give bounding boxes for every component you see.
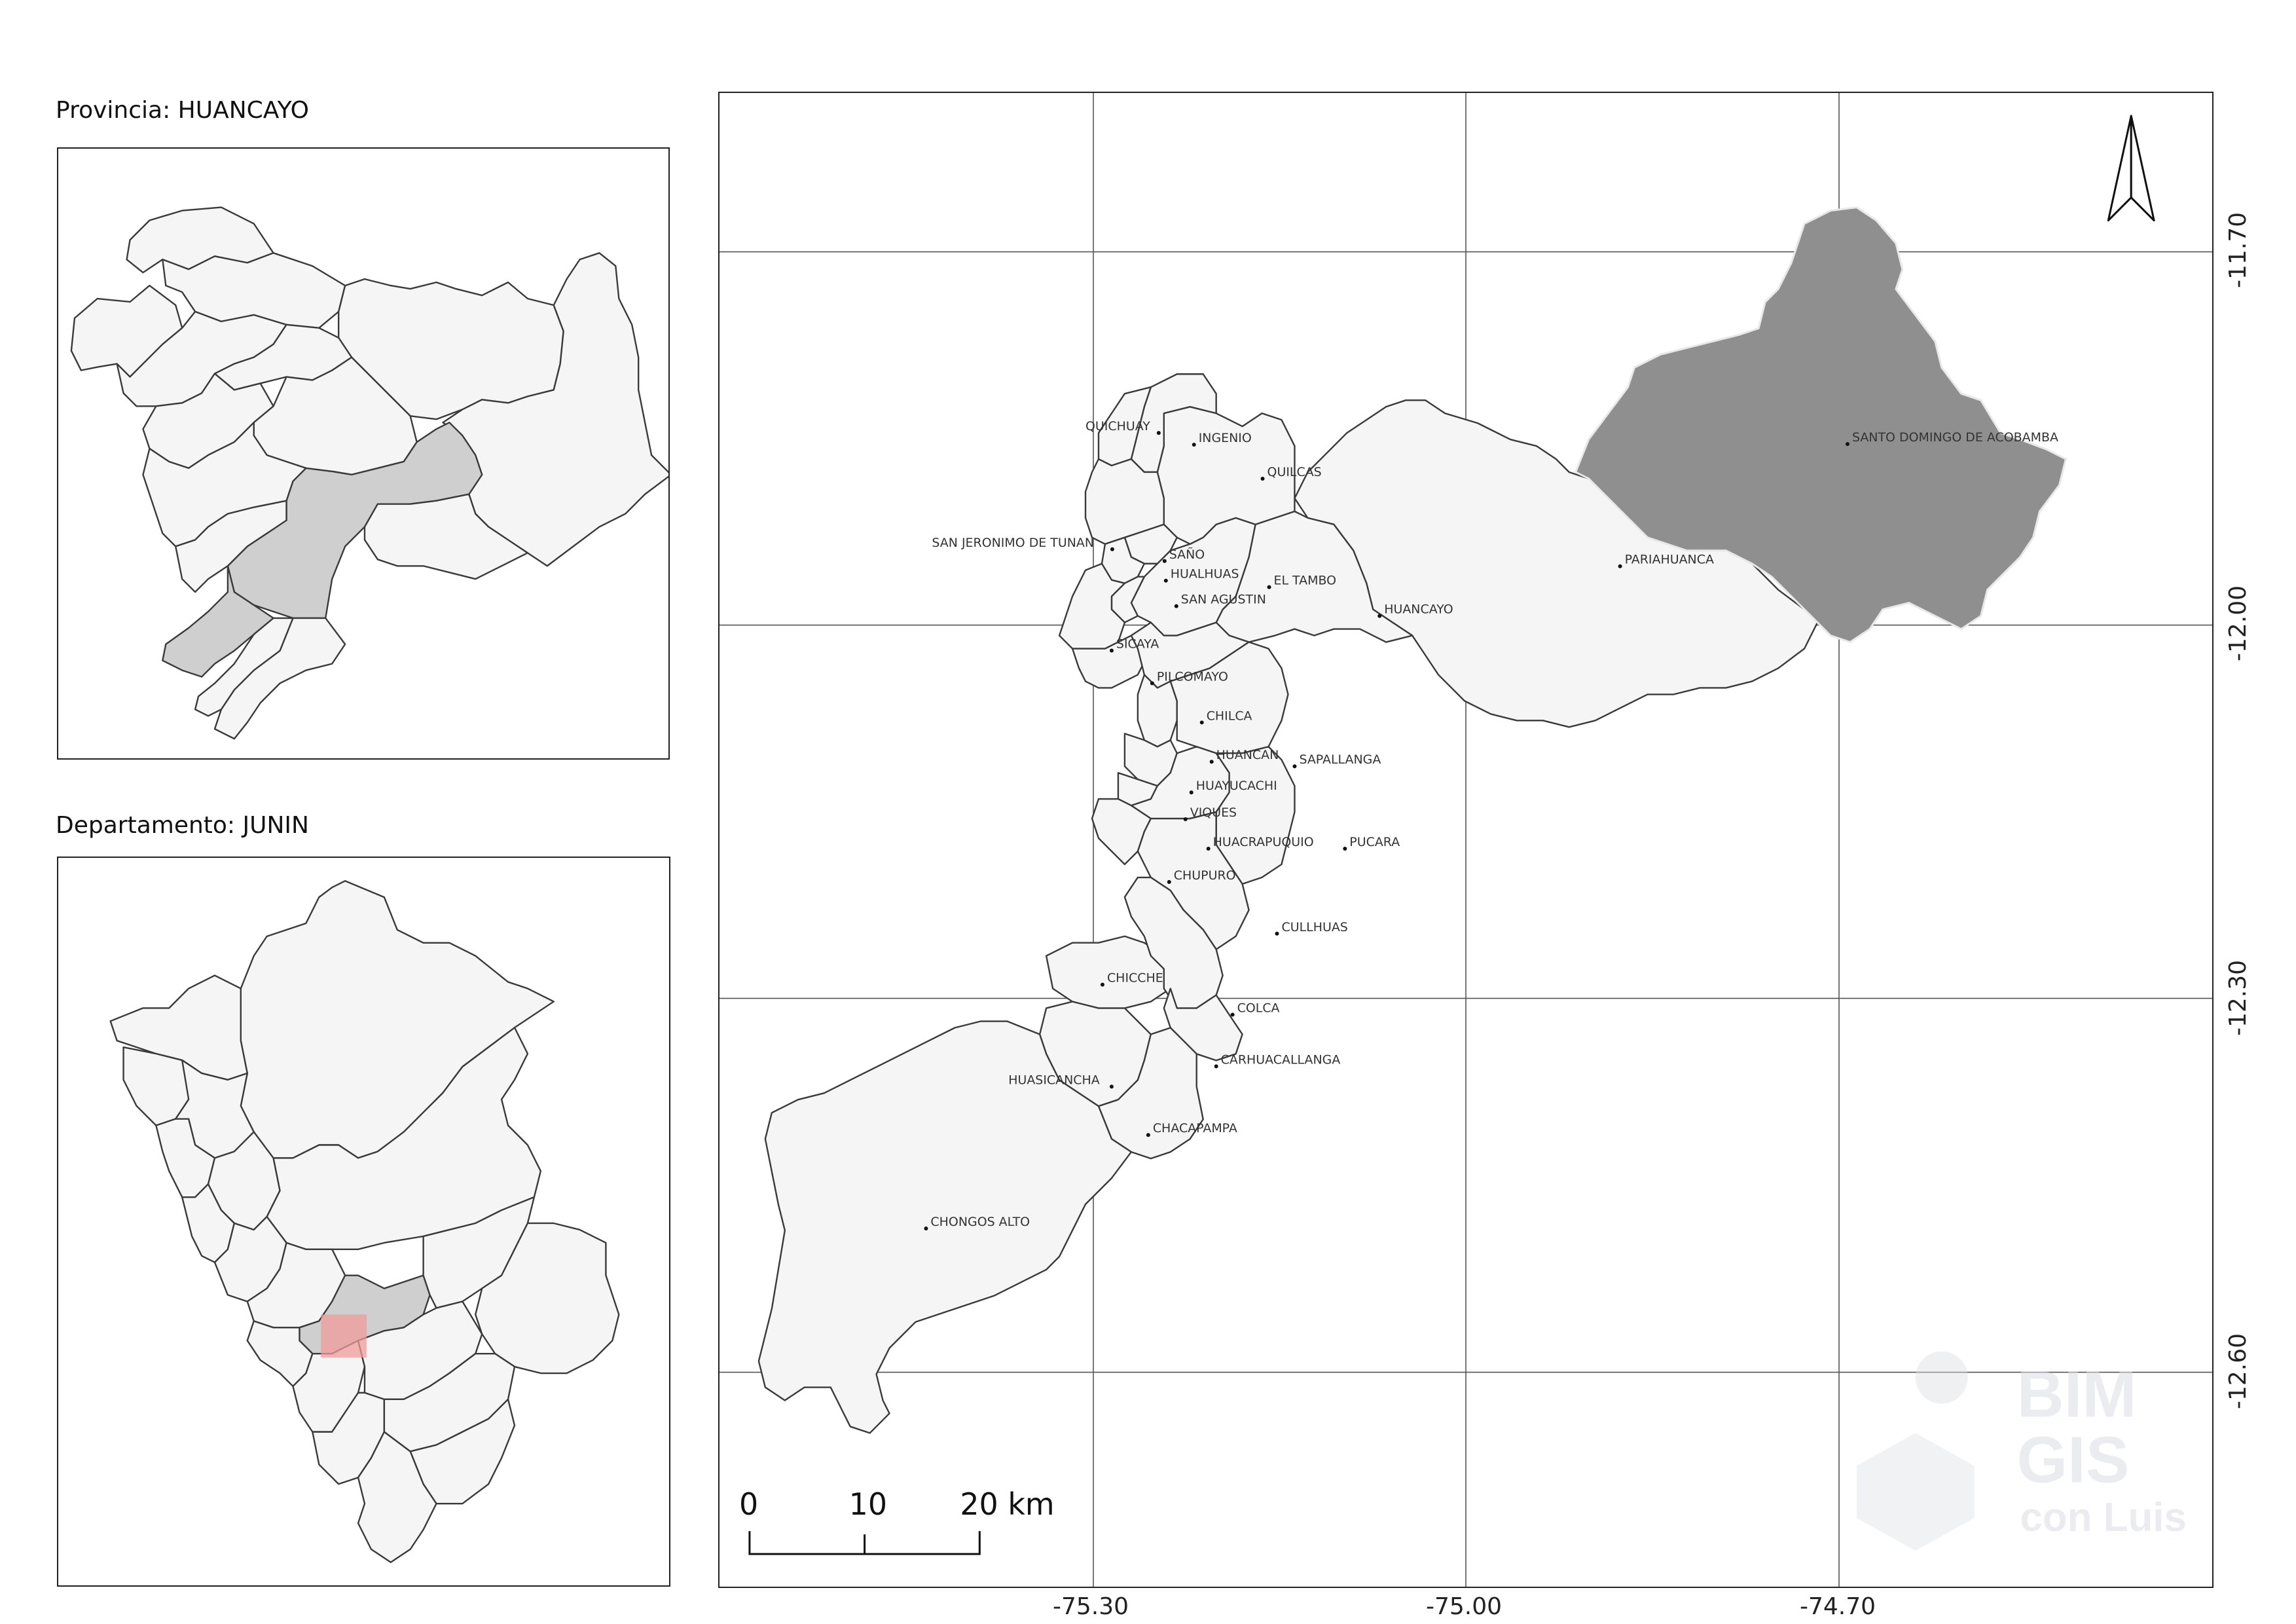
label-chongos-alto: CHONGOS ALTO: [930, 1215, 1030, 1229]
main-map: QUICHUAY INGENIO QUILCAS SAN JERONIMO DE…: [718, 92, 2214, 1588]
lat-tick-2: -12.00: [2225, 585, 2251, 661]
scale-label-10: 10: [849, 1486, 887, 1522]
label-chicche: CHICCHE: [1107, 971, 1163, 986]
province-districts: [70, 206, 668, 740]
label-el-tambo: EL TAMBO: [1274, 574, 1337, 588]
lon-tick-3: -74.70: [1800, 1593, 1876, 1620]
label-ingenio: INGENIO: [1199, 431, 1252, 445]
province-inset-map: [57, 147, 670, 760]
scale-label-0: 0: [739, 1486, 758, 1522]
watermark-line-1: BIM: [2017, 1358, 2137, 1431]
label-sano: SAÑO: [1169, 547, 1205, 562]
label-san-agustin: SAN AGUSTIN: [1181, 593, 1266, 607]
district-santo-domingo-de-acobamba: [1575, 206, 2067, 644]
district-labels: QUICHUAY INGENIO QUILCAS SAN JERONIMO DE…: [924, 419, 2058, 1230]
lon-tick-labels: -75.30 -75.00 -74.70: [1053, 1593, 1876, 1620]
label-sapallanga: SAPALLANGA: [1299, 752, 1381, 767]
district-chongos-alto: [757, 1020, 1133, 1434]
peru-regions: [109, 880, 620, 1563]
label-hualhuas: HUALHUAS: [1171, 567, 1239, 581]
label-chacapampa: CHACAPAMPA: [1153, 1121, 1237, 1135]
label-carhuacallanga: CARHUACALLANGA: [1221, 1052, 1341, 1067]
label-quilcas: QUILCAS: [1267, 465, 1322, 479]
label-huancayo: HUANCAYO: [1384, 602, 1453, 617]
label-pariahuanca: PARIAHUANCA: [1625, 553, 1714, 567]
label-huancan: HUANCAN: [1216, 748, 1279, 762]
label-cullhuas: CULLHUAS: [1281, 920, 1347, 934]
department-inset-svg: [109, 880, 620, 1563]
scale-bar: 0 10 20 km: [739, 1486, 1055, 1555]
north-arrow-icon: [2107, 115, 2155, 222]
watermark-line-3: con Luis: [2020, 1495, 2187, 1540]
department-inset-title: Departamento: JUNIN: [56, 812, 309, 839]
watermark: BIM GIS con Luis: [1856, 1351, 2187, 1551]
label-chupuro: CHUPURO: [1174, 868, 1236, 883]
graticule: [720, 93, 2212, 1587]
district-pilcomayo: [1071, 635, 1146, 689]
department-inset-map: [57, 857, 670, 1587]
main-map-svg: QUICHUAY INGENIO QUILCAS SAN JERONIMO DE…: [720, 93, 2212, 1587]
province-inset-title: Provincia: HUANCAYO: [56, 97, 309, 124]
label-huasicancha: HUASICANCHA: [1008, 1073, 1100, 1087]
district-cullhuas: [1137, 811, 1250, 950]
label-colca: COLCA: [1237, 1001, 1280, 1016]
lat-tick-3: -12.30: [2225, 960, 2251, 1036]
scale-label-20: 20 km: [960, 1486, 1054, 1522]
label-santo-domingo-de-acobamba: SANTO DOMINGO DE ACOBAMBA: [1852, 430, 2058, 445]
label-pucara: PUCARA: [1349, 835, 1400, 849]
lat-tick-4: -12.60: [2225, 1333, 2251, 1409]
province-inset-svg: [70, 206, 668, 740]
lat-tick-1: -11.70: [2225, 212, 2251, 288]
district-sapallanga: [1169, 641, 1289, 754]
district-pucara: [1215, 746, 1296, 885]
district-polygons: [757, 206, 2067, 1434]
district-chacapampa: [1097, 1027, 1204, 1160]
label-san-jeronimo-de-tunan: SAN JERONIMO DE TUNAN: [932, 536, 1094, 550]
label-chilca: CHILCA: [1207, 709, 1252, 723]
lon-tick-2: -75.00: [1426, 1593, 1502, 1620]
label-sicaya: SICAYA: [1116, 637, 1159, 652]
watermark-line-2: GIS: [2017, 1424, 2130, 1496]
label-pilcomayo: PILCOMAYO: [1157, 669, 1228, 684]
label-huayucachi: HUAYUCACHI: [1196, 779, 1277, 793]
label-huacrapuquio: HUACRAPUQUIO: [1213, 835, 1314, 849]
lon-tick-1: -75.30: [1053, 1593, 1129, 1620]
label-quichuay: QUICHUAY: [1085, 419, 1150, 434]
label-viques: VIQUES: [1190, 805, 1237, 820]
extent-highlight: [321, 1314, 367, 1358]
lat-tick-labels: -11.70 -12.00 -12.30 -12.60: [2225, 212, 2251, 1409]
